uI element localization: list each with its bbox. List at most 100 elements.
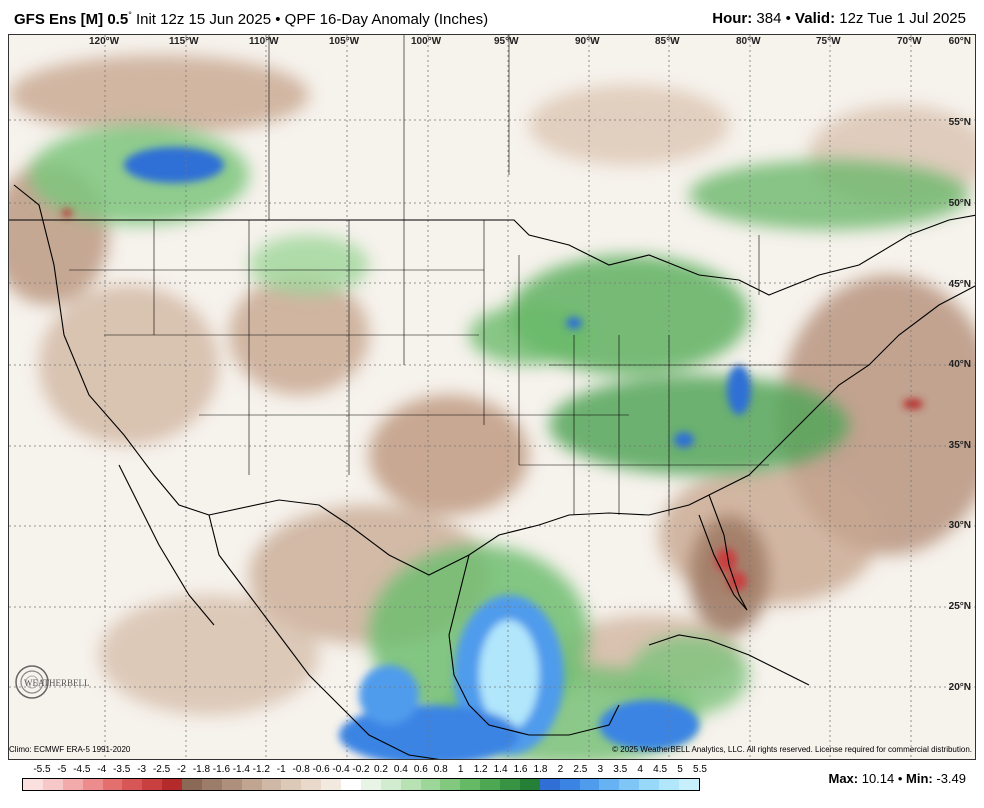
header: GFS Ens [M] 0.5° Init 12z 15 Jun 2025 • …: [0, 0, 984, 34]
lon-label: 90°W: [575, 36, 600, 47]
legend-color-bar: [22, 778, 700, 791]
lat-label: 40°N: [948, 359, 971, 370]
legend-swatch: [82, 779, 103, 790]
legend-swatch: [241, 779, 262, 790]
legend-label: -5.5: [33, 764, 51, 775]
legend-label: 1.4: [493, 764, 508, 775]
legend-swatch: [162, 779, 182, 790]
legend-swatch: [142, 779, 163, 790]
legend-label: 3.5: [613, 764, 628, 775]
legend-swatch: [321, 779, 341, 790]
legend-swatch: [380, 779, 401, 790]
legend-swatch: [122, 779, 143, 790]
lat-label: 35°N: [948, 440, 971, 451]
lon-label: 85°W: [655, 36, 680, 47]
legend-swatch: [261, 779, 282, 790]
legend-labels: -5.5 -5 -4.5 -4 -3.5 -3 -2.5 -2 -1.8 -1.6 -1.4 -1.2…: [22, 764, 707, 776]
map-canvas: [9, 35, 975, 759]
legend-label: 3: [597, 764, 604, 775]
hour-value: 384 •: [752, 10, 796, 27]
lon-label: 80°W: [736, 36, 761, 47]
lat-label: 20°N: [948, 682, 971, 693]
lon-label: 120°W: [89, 36, 120, 47]
legend-label: 4.5: [653, 764, 668, 775]
legend-label: -4: [97, 764, 107, 775]
climo-note: Climo: ECMWF ERA-5 1991-2020: [9, 745, 131, 754]
boundaries: [9, 184, 975, 759]
lon-label: 110°W: [249, 36, 279, 47]
copyright-note: © 2025 WeatherBELL Analytics, LLC. All r…: [612, 745, 972, 754]
legend-label: 0.6: [413, 764, 428, 775]
legend-label: -1.4: [232, 764, 250, 775]
lat-label: 25°N: [948, 601, 971, 612]
lon-label: 105°W: [329, 36, 360, 47]
legend-label: 4: [637, 764, 643, 775]
legend-label: -1: [276, 764, 286, 775]
legend-swatch: [62, 779, 83, 790]
lon-label: 115°W: [169, 36, 199, 47]
anomaly-map[interactable]: 120°W 115°W 110°W 105°W 100°W 95°W 90°W …: [8, 34, 976, 760]
legend-swatch: [182, 779, 202, 790]
legend-swatch: [480, 779, 500, 790]
legend-label: -3: [137, 764, 147, 775]
legend-swatch: [201, 779, 222, 790]
legend-label: -0.2: [352, 764, 370, 775]
legend-swatch: [301, 779, 322, 790]
legend-swatch: [559, 779, 580, 790]
legend-label: -2: [177, 764, 186, 775]
title: GFS Ens [M] 0.5° Init 12z 15 Jun 2025 • …: [14, 10, 488, 28]
legend-swatch: [102, 779, 123, 790]
legend-label: 2: [557, 764, 564, 775]
max-value: 10.14 •: [858, 771, 907, 786]
lat-label: 30°N: [948, 520, 971, 531]
degree-symbol: °: [128, 10, 132, 20]
legend-swatch: [519, 779, 540, 790]
legend-label: -4.5: [73, 764, 91, 775]
state-lines: [69, 35, 869, 515]
valid-label: Valid:: [795, 10, 836, 27]
legend-swatch: [420, 779, 441, 790]
lat-label: 60°N: [948, 36, 971, 47]
legend-label: -0.6: [312, 764, 330, 775]
legend-label: -5: [57, 764, 67, 775]
legend-label: -1.2: [252, 764, 270, 775]
legend-swatch: [579, 779, 600, 790]
legend-label: -3.5: [113, 764, 131, 775]
min-value: -3.49: [932, 771, 966, 786]
valid-time: Hour: 384 • Valid: 12z Tue 1 Jul 2025: [712, 10, 966, 27]
very-dry-areas: [62, 209, 923, 591]
legend-swatch: [639, 779, 659, 790]
legend-label: -2.5: [152, 764, 171, 775]
legend-label: 0.8: [433, 764, 448, 775]
legend-label: 2.5: [573, 764, 588, 775]
legend-swatch: [42, 779, 63, 790]
legend-swatch: [221, 779, 242, 790]
legend-label: 1.8: [533, 764, 548, 775]
model-name: GFS Ens [M] 0.5: [14, 11, 129, 28]
lat-label: 55°N: [948, 117, 971, 128]
legend-swatch: [678, 779, 699, 790]
legend-swatch: [619, 779, 640, 790]
lon-label: 70°W: [897, 36, 922, 47]
legend-swatch: [23, 779, 43, 790]
lat-label: 50°N: [948, 198, 971, 209]
legend-label: 1.2: [473, 764, 488, 775]
legend-swatch: [460, 779, 481, 790]
legend-swatch: [281, 779, 302, 790]
logo-text: WEATHERBELL: [24, 678, 90, 688]
legend-swatch: [360, 779, 381, 790]
legend-label: -0.8: [292, 764, 310, 775]
legend-swatch: [599, 779, 620, 790]
lon-label: 75°W: [816, 36, 841, 47]
init-text: Init 12z 15 Jun 2025 • QPF 16-Day Anomal…: [131, 11, 489, 28]
legend-label: -0.4: [332, 764, 350, 775]
min-label: Min:: [906, 771, 933, 786]
legend-swatch: [659, 779, 679, 790]
legend-swatch: [341, 779, 361, 790]
legend-label: -1.6: [212, 764, 231, 775]
max-label: Max:: [828, 771, 859, 786]
legend-label: 0.4: [393, 764, 408, 775]
valid-value: 12z Tue 1 Jul 2025: [835, 10, 966, 27]
hour-label: Hour:: [712, 10, 753, 27]
legend-swatch: [539, 779, 560, 790]
